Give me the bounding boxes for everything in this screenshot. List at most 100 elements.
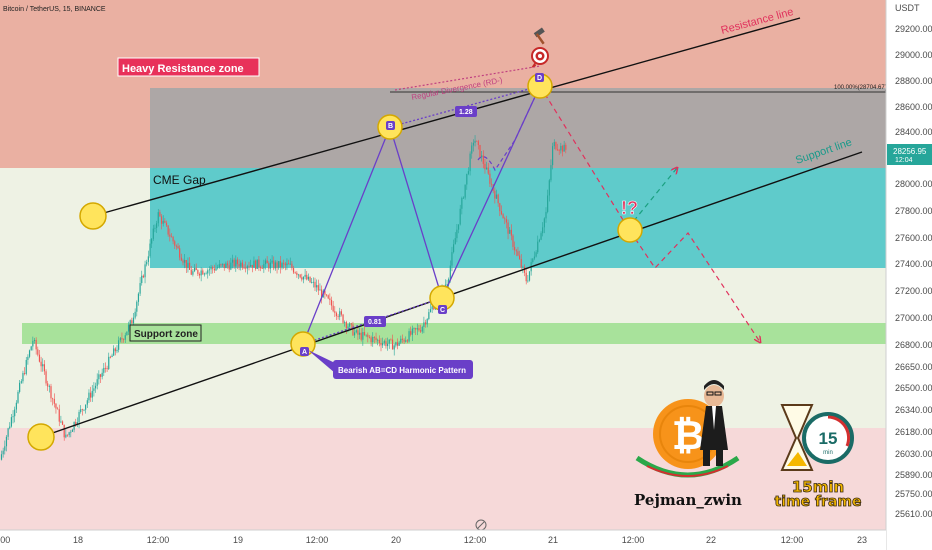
candle-body	[233, 259, 235, 267]
candle-body	[47, 383, 49, 387]
candle-body	[146, 261, 148, 265]
candle-body	[512, 235, 514, 247]
candle-body	[345, 322, 347, 329]
candle-body	[43, 364, 45, 372]
candle-body	[476, 140, 478, 142]
candle-body	[416, 328, 418, 330]
candle-body	[481, 155, 483, 158]
heavy-resistance-label-box[interactable]	[117, 57, 260, 77]
candle-body	[297, 274, 300, 276]
candle-body	[71, 429, 74, 432]
candle-body	[118, 340, 120, 350]
candle-body	[123, 339, 125, 341]
candle-body	[344, 322, 346, 323]
candle-body	[314, 281, 316, 288]
candle-body	[456, 229, 458, 239]
candle-body	[283, 263, 285, 264]
price-tick-label: 25890.00	[895, 470, 932, 480]
candle-body	[248, 266, 250, 268]
candle-body	[98, 374, 100, 380]
candle-body	[383, 341, 385, 343]
point-d-badge	[535, 73, 544, 82]
candle-body	[65, 434, 67, 438]
candle-body	[78, 411, 80, 423]
time-tick-label: 18	[73, 535, 83, 545]
candle-body	[294, 272, 296, 274]
candle-body	[555, 142, 557, 150]
candle-body	[370, 337, 372, 343]
candle-body	[408, 331, 410, 342]
candle-body	[354, 332, 356, 336]
candle-body	[486, 167, 488, 170]
candle-body	[114, 348, 116, 352]
candle-body	[563, 144, 565, 152]
time-tick-label: 20	[391, 535, 401, 545]
timeframe-label-1: 15min	[792, 478, 844, 496]
candle-body	[387, 343, 389, 347]
candle-body	[217, 267, 219, 269]
candle-body	[243, 267, 245, 269]
support-zone-label-box[interactable]	[129, 324, 202, 342]
candle-body	[101, 372, 103, 377]
author-name: Pejman_zwin	[634, 491, 742, 509]
candle-body	[37, 349, 39, 355]
candle-body	[230, 262, 232, 270]
candle-body	[453, 244, 455, 253]
candle-body	[193, 267, 196, 272]
candle-body	[174, 241, 176, 246]
candle-body	[131, 320, 133, 324]
clock-number: 15	[819, 429, 838, 448]
candle-body	[111, 355, 113, 358]
candle-body	[560, 145, 562, 151]
candle-body	[200, 270, 202, 276]
bearish-projection-path	[539, 85, 760, 342]
candle-body	[116, 349, 118, 352]
candle-body	[321, 289, 323, 298]
candle-body	[302, 276, 305, 280]
candle-body	[327, 295, 329, 299]
candle-body	[88, 392, 90, 401]
candle-body	[510, 229, 512, 236]
candle-body	[423, 322, 425, 327]
candle-body	[109, 356, 111, 358]
candle-body	[119, 338, 121, 341]
candle-body	[365, 334, 367, 336]
candle-body	[144, 264, 146, 278]
price-tick-label: 26650.00	[895, 362, 932, 372]
candle-body	[104, 367, 107, 369]
candle-body	[479, 144, 481, 158]
candle-body	[517, 251, 519, 256]
pattern-callout-box[interactable]	[333, 360, 473, 379]
candle-body	[497, 194, 499, 204]
candle-body	[274, 262, 276, 269]
price-tick-label: 26180.00	[895, 427, 932, 437]
candle-body	[172, 236, 174, 242]
price-axis-bg[interactable]	[886, 0, 932, 550]
point-labels: A B C D	[300, 73, 544, 356]
candle-body	[509, 229, 511, 234]
resistance-line[interactable]	[92, 17, 801, 217]
clock-icon	[802, 412, 854, 464]
candle-body	[76, 422, 78, 425]
candle-body	[388, 339, 390, 344]
price-tick-label: 26800.00	[895, 340, 932, 350]
candle-body	[2, 450, 4, 455]
candle-body	[464, 184, 466, 198]
time-axis-bg[interactable]	[0, 530, 886, 550]
price-tick-label: 28000.00	[895, 179, 932, 189]
candle-body	[269, 262, 272, 269]
time-tick-label: 21	[548, 535, 558, 545]
candle-body	[429, 309, 432, 313]
candle-body	[127, 324, 130, 332]
candle-body	[532, 258, 534, 263]
ratio-bc-text: 1.28	[459, 109, 473, 116]
candle-body	[132, 317, 135, 324]
price-tick-label: 29000.00	[895, 50, 932, 60]
candle-body	[306, 274, 308, 280]
candle-body	[182, 260, 184, 263]
current-price-badge[interactable]	[887, 144, 932, 165]
candle-body	[50, 386, 52, 399]
pivot-marker-left-low	[27, 423, 55, 451]
candle-body	[500, 211, 503, 215]
